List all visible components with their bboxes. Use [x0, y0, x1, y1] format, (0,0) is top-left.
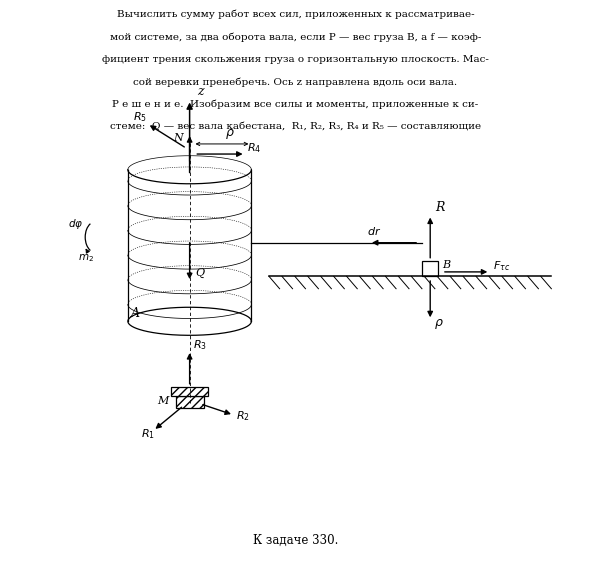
- Text: z: z: [197, 85, 203, 98]
- Text: $R_5$: $R_5$: [132, 111, 147, 124]
- Text: B: B: [443, 260, 451, 270]
- Text: Р е ш е н и е.  Изобразим все силы и моменты, приложенные к си-: Р е ш е н и е. Изобразим все силы и моме…: [112, 100, 479, 109]
- Text: мой системе, за два оборота вала, если P — вес груза B, а f — коэф-: мой системе, за два оборота вала, если P…: [110, 32, 481, 42]
- Text: $dr$: $dr$: [367, 226, 381, 237]
- Text: Q: Q: [196, 268, 204, 279]
- Text: M: M: [157, 396, 168, 406]
- Text: $R_3$: $R_3$: [193, 338, 207, 352]
- Text: R: R: [435, 201, 444, 214]
- Text: $R_1$: $R_1$: [141, 428, 155, 441]
- Text: $\rho$: $\rho$: [225, 127, 235, 141]
- Text: $R_2$: $R_2$: [235, 409, 249, 424]
- Bar: [176, 396, 204, 408]
- Text: К задаче 330.: К задаче 330.: [253, 534, 338, 547]
- Text: сой веревки пренебречь. Ось z направлена вдоль оси вала.: сой веревки пренебречь. Ось z направлена…: [134, 77, 457, 87]
- Text: A: A: [131, 307, 140, 320]
- Text: Вычислить сумму работ всех сил, приложенных к рассматривае-: Вычислить сумму работ всех сил, приложен…: [116, 10, 475, 19]
- Bar: [171, 387, 209, 396]
- Text: $R_4$: $R_4$: [247, 141, 262, 155]
- Bar: [422, 261, 439, 276]
- Text: стеме:  Q — вес вала кабестана,  R₁, R₂, R₃, R₄ и R₅ — составляющие: стеме: Q — вес вала кабестана, R₁, R₂, R…: [110, 122, 481, 131]
- Text: $F_{\tau c}$: $F_{\tau c}$: [493, 259, 511, 273]
- Text: $m_2$: $m_2$: [78, 253, 94, 265]
- Text: $\rho$: $\rho$: [434, 317, 444, 331]
- Text: N: N: [173, 133, 183, 143]
- Text: $d\varphi$: $d\varphi$: [69, 217, 84, 231]
- Text: фициент трения скольжения груза о горизонтальную плоскость. Мас-: фициент трения скольжения груза о горизо…: [102, 55, 489, 64]
